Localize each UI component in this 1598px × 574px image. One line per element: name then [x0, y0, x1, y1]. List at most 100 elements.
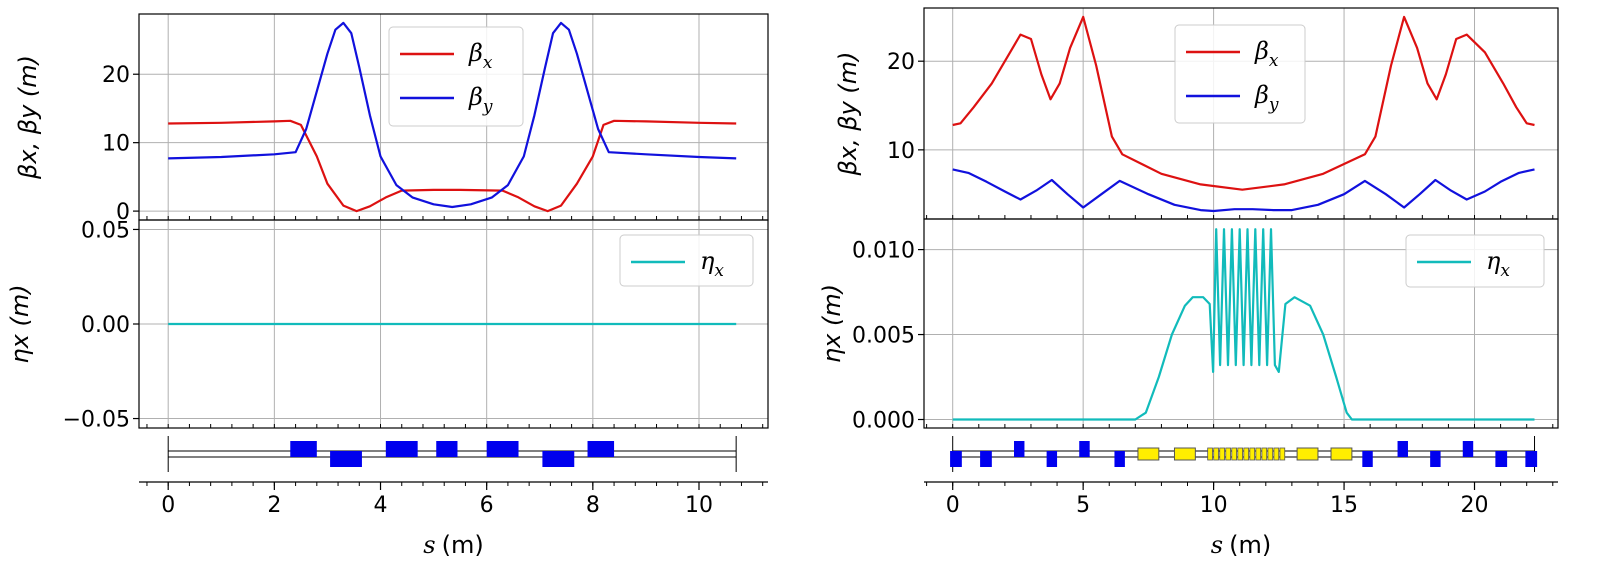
left-beta-y-tick-label: 10: [102, 132, 130, 157]
left-beta-legend-x-subscript: x: [483, 53, 493, 73]
left-eta-legend-x-subscript: x: [714, 261, 724, 281]
right-beta-series-y-line: [952, 168, 1535, 213]
right-beta-legend-y-symbol: β: [1254, 81, 1269, 109]
left-x-axis-label-unit: (m): [442, 531, 484, 559]
left-beta-y-axis-label: βx, βy (m): [14, 55, 42, 180]
left-eta-y-axis-label: ηx (m): [6, 284, 34, 363]
left-quadrupole: [486, 441, 519, 457]
left-quadrupole: [436, 441, 458, 457]
left-eta-y-tick-label: 0.00: [81, 313, 130, 338]
right-undulator-period: [1213, 447, 1219, 461]
left-beta-legend-box: [388, 26, 524, 127]
right-dipole: [1330, 447, 1353, 461]
right-undulator-period: [1219, 447, 1225, 461]
left-x-tick-label: 8: [586, 493, 600, 518]
right-quadrupole: [1046, 451, 1058, 467]
right-eta-legend-x-symbol: η: [1486, 247, 1501, 275]
right-x-tick-label: 5: [1076, 493, 1090, 518]
left-eta-legend-box: [619, 234, 754, 287]
left-eta-y-tick-label: 0.05: [81, 218, 130, 243]
left-x-axis: 0 2 4 6 8 10 s (m): [139, 481, 768, 559]
right-beta-y-tick-label: 10: [887, 139, 915, 164]
right-undulator-period: [1279, 447, 1286, 461]
right-beta-legend-y-subscript: y: [1268, 95, 1279, 115]
right-quadrupole: [980, 451, 992, 467]
left-quadrupole: [290, 441, 317, 457]
right-undulator-period: [1249, 447, 1256, 461]
left-eta-y-tick-label: −0.05: [63, 408, 130, 433]
right-quadrupole: [1014, 441, 1025, 457]
right-quadrupole: [950, 451, 962, 467]
right-x-tick-label: 20: [1461, 493, 1489, 518]
right-beta-legend-label-y: βy: [1254, 81, 1279, 115]
right-undulator-period: [1237, 447, 1244, 461]
left-eta-panel: −0.05 0.00 0.05 ηx (m) ηx: [6, 218, 769, 433]
left-lattice: [167, 436, 737, 472]
right-beta-legend-label-x: βx: [1254, 37, 1279, 71]
right-eta-y-tick-label: 0.000: [852, 409, 915, 434]
right-undulator-period: [1255, 447, 1262, 461]
right-x-axis: 0 5 10 15 20 s (m): [924, 481, 1558, 559]
left-beta-legend-label-y: βy: [468, 83, 493, 117]
right-quadrupole: [1397, 441, 1408, 457]
right-dipole: [1173, 447, 1196, 461]
left-eta-legend: ηx: [619, 234, 754, 287]
right-x-axis-label-unit: (m): [1229, 531, 1271, 559]
left-beta-series-y-line: [168, 21, 737, 209]
right-x-axis-label: s (m): [1211, 531, 1271, 559]
right-beta-y-tick-label: 20: [887, 50, 915, 75]
left-x-axis-label: s (m): [423, 531, 483, 559]
left-beta-series-x-line: [168, 119, 737, 213]
right-undulator-period: [1273, 447, 1280, 461]
left-quadrupole: [542, 451, 575, 467]
right-eta-legend-box: [1405, 234, 1545, 288]
left-quadrupole: [385, 441, 418, 457]
right-eta-y-axis-label: ηx (m): [818, 284, 846, 363]
left-beta-y-tick-label: 0: [116, 200, 130, 225]
right-quadrupole: [1430, 451, 1441, 467]
right-dipole: [1296, 447, 1319, 461]
right-beta-legend-x-subscript: x: [1269, 51, 1279, 71]
left-x-tick-label: 10: [685, 493, 713, 518]
right-undulator-period: [1261, 447, 1268, 461]
right-quadrupole: [1462, 441, 1474, 457]
right-undulator-period: [1225, 447, 1231, 461]
right-eta-series-x-line: [952, 228, 1535, 421]
left-beta-legend-label-x: βx: [468, 39, 493, 73]
right-x-tick-label: 0: [946, 493, 960, 518]
right-undulator-period: [1231, 447, 1237, 461]
left-beta-legend-y-symbol: β: [468, 83, 483, 111]
left-eta-legend-x-symbol: η: [700, 247, 715, 275]
left-x-tick-label: 0: [161, 493, 175, 518]
right-quadrupole: [1114, 451, 1125, 467]
right-undulator-period: [1267, 447, 1274, 461]
left-eta-legend-label-x: ηx: [700, 247, 724, 281]
right-undulator-period: [1207, 447, 1213, 461]
right-eta-legend-x-subscript: x: [1500, 261, 1510, 281]
right-quadrupole: [1495, 451, 1508, 467]
left-x-axis-label-symbol: s: [423, 531, 435, 559]
left-beta-legend: βx βy: [388, 26, 524, 127]
right-beta-y-axis-label: βx, βy (m): [834, 51, 862, 176]
right-x-axis-label-symbol: s: [1211, 531, 1223, 559]
right-eta-y-tick-label: 0.010: [852, 239, 915, 264]
right-eta-legend: ηx: [1405, 234, 1545, 288]
left-x-tick-label: 4: [374, 493, 388, 518]
left-x-tick-label: 6: [480, 493, 494, 518]
left-quadrupole: [330, 451, 362, 467]
left-beta-legend-x-symbol: β: [468, 39, 483, 67]
right-quadrupole: [1362, 451, 1373, 467]
right-beta-series-x-line: [952, 15, 1535, 191]
right-beta-legend-x-symbol: β: [1254, 37, 1269, 65]
right-beta-legend-box: [1174, 24, 1306, 124]
right-quadrupole: [1525, 451, 1538, 467]
left-quadrupole: [587, 441, 615, 457]
right-eta-frame: [923, 218, 1559, 429]
right-eta-y-tick-label: 0.005: [852, 324, 915, 349]
